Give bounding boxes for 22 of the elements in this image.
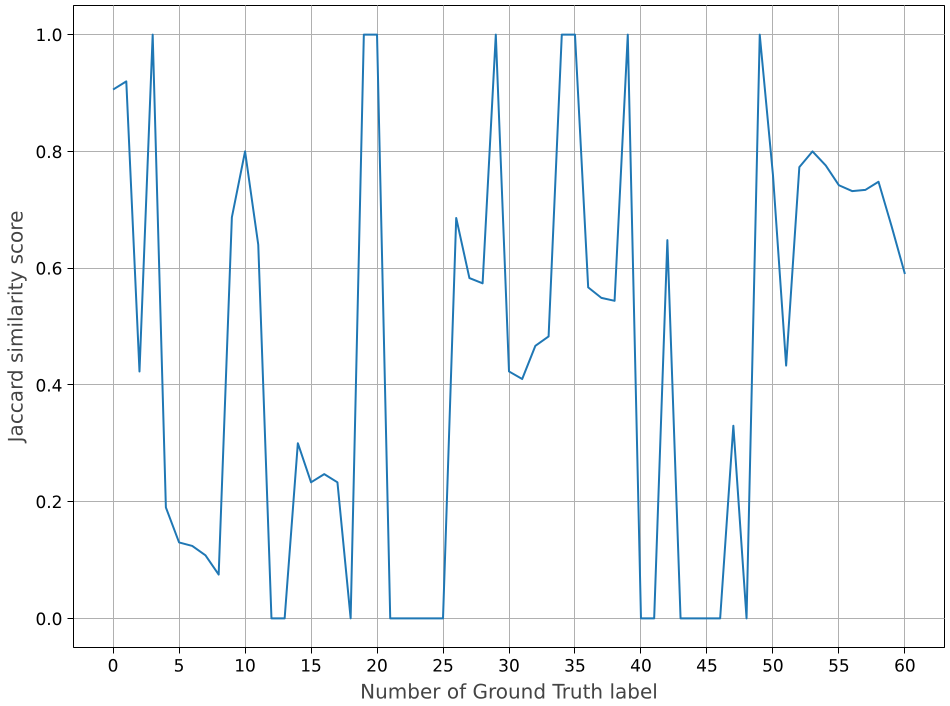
y-tick-label: 1.0 [35, 26, 63, 46]
x-tick-label: 10 [234, 656, 256, 676]
x-tick-label: 60 [894, 656, 916, 676]
x-tick-label: 20 [366, 656, 388, 676]
line-series [112, 34, 906, 620]
x-tick-label: 35 [564, 656, 586, 676]
x-tick-label: 30 [498, 656, 520, 676]
x-tick-label: 15 [300, 656, 322, 676]
x-tick-label: 55 [828, 656, 850, 676]
x-tick-label: 45 [696, 656, 718, 676]
x-tick-label: 25 [432, 656, 454, 676]
y-tick-label: 0.2 [35, 493, 63, 514]
y-tick-label: 0.4 [35, 376, 63, 396]
y-axis-title: Jaccard similarity score [3, 210, 28, 444]
x-tick-label: 5 [174, 656, 184, 676]
y-tick-label: 0.6 [35, 260, 63, 280]
y-tick-label: 0.0 [35, 610, 63, 630]
x-tick-label: 50 [762, 656, 784, 676]
y-tick-label: 0.8 [35, 142, 63, 163]
x-tick-label: 0 [108, 656, 119, 676]
x-axis-title: Number of Ground Truth label [360, 680, 658, 704]
x-tick-label: 40 [630, 656, 652, 676]
